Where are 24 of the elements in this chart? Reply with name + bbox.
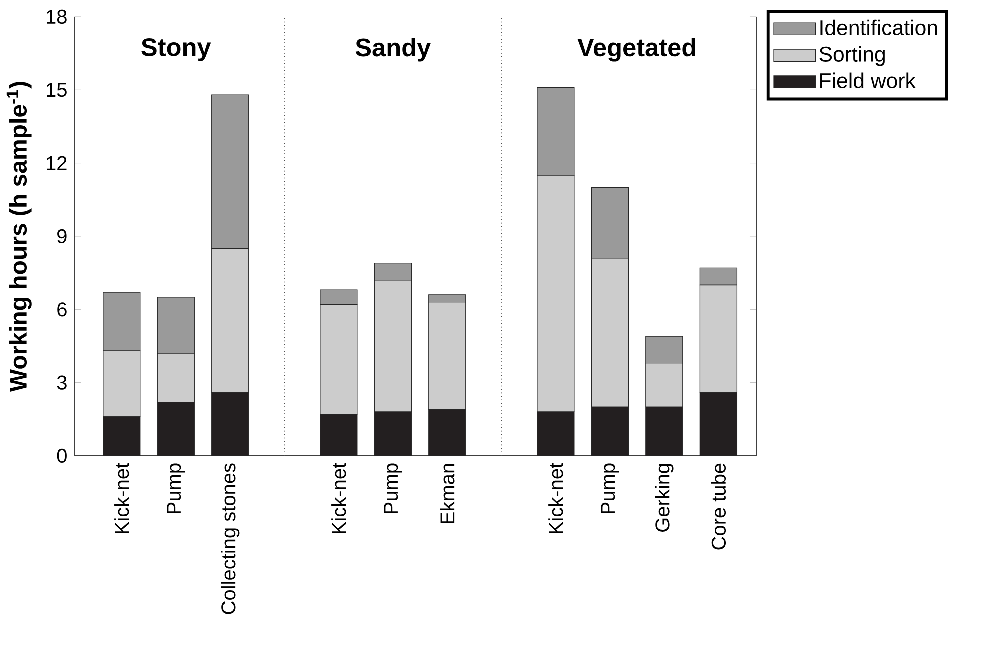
x-tick-label: Ekman bbox=[440, 464, 455, 524]
annotation: Sandy bbox=[356, 38, 432, 62]
x-tick-label: Kick-net bbox=[548, 463, 564, 534]
y-tick-label: 15 bbox=[47, 83, 67, 98]
annotation: Stony bbox=[142, 38, 212, 62]
y-tick-label: 6 bbox=[58, 302, 67, 317]
x-tick-label: Core tube bbox=[711, 464, 726, 550]
annotation: Vegetated bbox=[578, 38, 696, 62]
x-tick-label: Gerking bbox=[655, 464, 674, 532]
legend-label: Sorting bbox=[820, 46, 885, 66]
x-tick-label: Collecting stones bbox=[221, 464, 240, 614]
y-tick-label: 3 bbox=[57, 376, 67, 390]
x-tick-label: Pump bbox=[384, 464, 402, 514]
x-tick-label: Kick-net bbox=[332, 463, 346, 534]
y-tick-label: 9 bbox=[58, 229, 67, 244]
y-tick-label: 18 bbox=[47, 10, 67, 24]
legend-label: Identification bbox=[820, 20, 938, 36]
x-tick-label: Kick-net bbox=[114, 463, 130, 534]
x-tick-label: Pump bbox=[167, 464, 186, 514]
y-tick-label: 12 bbox=[47, 156, 67, 170]
legend-label: Field work bbox=[820, 72, 916, 88]
y-tick-label: 0 bbox=[57, 448, 67, 464]
x-tick-label: Pump bbox=[601, 464, 620, 514]
y-axis-title: Working hours (h sample$^{-1}$) bbox=[6, 82, 32, 392]
